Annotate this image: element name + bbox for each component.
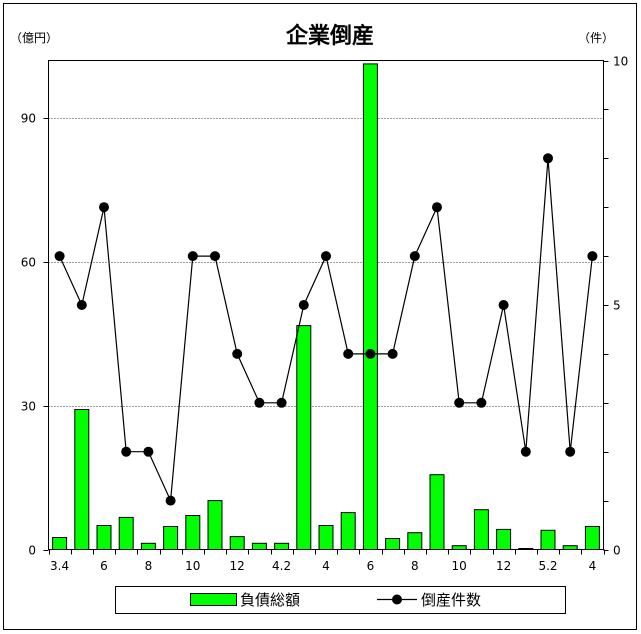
bar	[52, 537, 68, 550]
legend-label-liabilities: 負債総額	[240, 591, 300, 609]
left-axis-tick-label: 0	[28, 544, 36, 558]
gridlines	[48, 118, 604, 407]
line-point	[187, 251, 198, 262]
bar	[296, 325, 312, 550]
bar	[251, 542, 267, 550]
bar-series-liabilities	[52, 63, 600, 551]
line-point	[54, 251, 65, 262]
bar	[562, 545, 578, 551]
line-point	[276, 397, 287, 408]
line-point	[454, 397, 465, 408]
line-point	[365, 348, 376, 359]
x-axis-tick-label: 12	[230, 559, 245, 573]
legend: 負債総額 倒産件数	[115, 586, 566, 614]
bar	[318, 525, 334, 550]
bar	[74, 409, 90, 550]
right-axis-tick-label: 5	[613, 299, 621, 313]
chart-title: 企業倒産	[285, 23, 374, 49]
bar	[496, 528, 512, 551]
right-axis-unit: （件）	[578, 31, 614, 45]
x-axis-tick-label: 6	[367, 559, 375, 573]
line-point	[254, 397, 265, 408]
line-point	[498, 300, 509, 310]
line-point	[476, 397, 487, 408]
legend-box	[115, 586, 566, 614]
left-axis-tick-label: 90	[21, 112, 36, 126]
bar	[407, 532, 423, 551]
line-point	[76, 300, 87, 310]
x-axis-tick-label: 8	[145, 559, 153, 573]
x-axis-tick-label: 12	[496, 559, 511, 573]
bar	[207, 500, 223, 551]
bar	[584, 526, 600, 550]
legend-swatch-liabilities	[190, 593, 237, 606]
bar	[429, 474, 445, 551]
bar	[185, 515, 201, 550]
x-axis-tick-label: 10	[185, 559, 200, 573]
x-axis-tick-label: 10	[452, 559, 467, 573]
bar	[229, 536, 245, 550]
x-axis-tick-label: 4	[322, 559, 330, 573]
bar	[518, 548, 534, 550]
axes: 0 30 60 90 0 5 10 3.4 6 8 10 12 4.2 4 6 8 10 12 5.2 4	[21, 55, 629, 574]
line-point	[343, 348, 354, 359]
bar	[385, 538, 401, 550]
x-axis-tick-label: 6	[100, 559, 108, 573]
x-axis-tick-label: 8	[411, 559, 419, 573]
line-point	[543, 153, 553, 164]
line-point	[321, 251, 331, 262]
line-point	[165, 495, 176, 506]
line-point	[587, 251, 598, 262]
bar	[362, 63, 378, 551]
x-axis-tick-label: 5.2	[538, 559, 557, 573]
line-point	[121, 446, 132, 457]
x-axis-tick-label: 4.2	[272, 559, 291, 573]
line-point	[565, 446, 576, 457]
line-point	[432, 202, 442, 213]
x-axis-tick-label: 4	[589, 559, 597, 573]
left-axis-unit: （億円）	[10, 31, 58, 45]
line-point	[99, 202, 109, 213]
x-axis-tick-label: 3.4	[50, 559, 69, 573]
bar	[451, 545, 467, 551]
bar	[140, 542, 156, 550]
line-point	[409, 251, 420, 262]
legend-swatch-bankruptcies-marker	[392, 594, 402, 605]
right-axis-tick-label: 10	[613, 55, 628, 69]
bar	[96, 525, 112, 550]
left-axis-tick-label: 60	[21, 256, 36, 270]
legend-label-bankruptcies: 倒産件数	[421, 591, 481, 609]
bar	[540, 529, 556, 550]
line-point	[387, 348, 398, 359]
bar	[118, 516, 134, 551]
bar	[163, 526, 179, 550]
line-point	[143, 446, 154, 457]
left-axis-tick-label: 30	[21, 400, 36, 414]
right-axis-tick-label: 0	[613, 544, 621, 558]
plot-area	[48, 60, 604, 550]
bar	[274, 542, 290, 550]
line-point	[520, 446, 531, 457]
line-point	[232, 348, 243, 359]
line-point	[210, 251, 220, 262]
bar	[473, 509, 489, 551]
bar	[340, 512, 356, 550]
line-point	[298, 300, 309, 310]
line-series-bankruptcies	[54, 153, 598, 506]
